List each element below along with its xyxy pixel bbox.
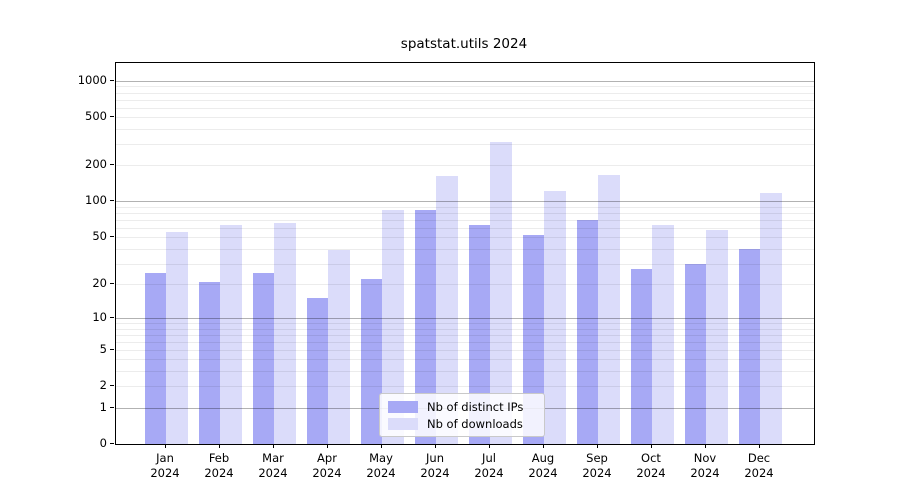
x-tick-label: May 2024 — [366, 451, 396, 480]
y-tick-mark — [110, 443, 114, 444]
y-tick-mark — [110, 385, 114, 387]
bar-distinct-ips — [198, 281, 220, 444]
y-tick-mark — [110, 236, 114, 238]
y-tick-label: 20 — [92, 276, 107, 291]
x-tick-mark — [435, 444, 436, 448]
legend-row-downloads: Nb of downloads — [388, 415, 536, 432]
bar-distinct-ips — [684, 263, 706, 444]
chart-title: spatstat.utils 2024 — [400, 36, 528, 52]
x-tick-label: Aug 2024 — [528, 451, 558, 480]
y-tick-label: 1 — [99, 399, 107, 414]
bar-downloads — [652, 225, 674, 444]
x-tick-mark — [165, 444, 166, 448]
y-tick-mark — [110, 406, 114, 408]
bar-distinct-ips — [144, 272, 166, 444]
legend-label-downloads: Nb of downloads — [427, 416, 523, 431]
x-tick-label: Oct 2024 — [636, 451, 666, 480]
y-tick-mark — [110, 79, 114, 81]
gridline-minor — [116, 129, 814, 131]
x-tick-mark — [327, 444, 328, 448]
x-tick-mark — [381, 444, 382, 448]
gridline-major — [116, 201, 814, 203]
legend-swatch-downloads — [388, 417, 418, 430]
bar-distinct-ips — [522, 235, 544, 444]
x-tick-label: Jan 2024 — [150, 451, 180, 480]
x-tick-label: Mar 2024 — [258, 451, 288, 480]
y-tick-label: 50 — [92, 229, 107, 244]
gridline-major — [116, 80, 814, 82]
bar-distinct-ips — [252, 272, 274, 444]
y-tick-mark — [110, 316, 114, 318]
gridline-minor — [116, 117, 814, 119]
x-tick-label: Sep 2024 — [582, 451, 612, 480]
y-tick-mark — [110, 200, 114, 202]
bar-distinct-ips — [576, 220, 598, 444]
bar-downloads — [706, 229, 728, 444]
y-tick-label: 100 — [85, 193, 107, 208]
bar-distinct-ips — [468, 225, 490, 444]
bar-distinct-ips — [414, 209, 436, 444]
bar-distinct-ips — [738, 248, 760, 444]
bar-distinct-ips — [306, 298, 328, 444]
bar-downloads — [382, 209, 404, 444]
gridline-minor — [116, 86, 814, 88]
bar-downloads — [436, 175, 458, 444]
plot-area: Nb of distinct IPs Nb of downloads — [115, 62, 815, 445]
bar-downloads — [598, 174, 620, 444]
x-tick-mark — [759, 444, 760, 448]
y-tick-label: 10 — [92, 309, 107, 324]
gridline-minor — [116, 206, 814, 208]
x-tick-mark — [651, 444, 652, 448]
legend-swatch-distinct-ips — [388, 400, 418, 413]
x-tick-mark — [219, 444, 220, 448]
x-tick-mark — [597, 444, 598, 448]
bar-downloads — [544, 191, 566, 444]
bar-distinct-ips — [360, 279, 382, 444]
x-tick-label: Jun 2024 — [420, 451, 450, 480]
x-tick-label: Dec 2024 — [744, 451, 774, 480]
legend-label-distinct-ips: Nb of distinct IPs — [427, 399, 524, 414]
x-tick-label: Nov 2024 — [690, 451, 720, 480]
gridline-minor — [116, 99, 814, 101]
bar-downloads — [274, 223, 296, 444]
y-tick-label: 200 — [85, 157, 107, 172]
gridline-minor — [116, 144, 814, 146]
x-tick-label: Apr 2024 — [312, 451, 342, 480]
x-tick-label: Feb 2024 — [204, 451, 234, 480]
gridline-minor — [116, 165, 814, 167]
x-tick-mark — [273, 444, 274, 448]
bar-downloads — [166, 231, 188, 444]
y-tick-mark — [110, 283, 114, 285]
gridline-minor — [116, 213, 814, 215]
gridline-minor — [116, 220, 814, 221]
y-tick-label: 5 — [99, 341, 107, 356]
y-tick-label: 2 — [99, 378, 107, 393]
x-tick-mark — [489, 444, 490, 448]
y-tick-label: 0 — [99, 436, 107, 450]
legend-row-distinct-ips: Nb of distinct IPs — [388, 398, 536, 415]
y-tick-mark — [110, 348, 114, 350]
y-tick-label: 1000 — [77, 72, 107, 87]
bar-downloads — [760, 193, 782, 444]
legend: Nb of distinct IPs Nb of downloads — [379, 393, 545, 437]
bar-distinct-ips — [630, 268, 652, 444]
y-tick-mark — [110, 164, 114, 166]
x-tick-mark — [705, 444, 706, 448]
x-tick-mark — [543, 444, 544, 448]
y-tick-label: 500 — [85, 109, 107, 124]
gridline-minor — [116, 107, 814, 109]
bar-downloads — [328, 250, 350, 444]
x-tick-label: Jul 2024 — [474, 451, 504, 480]
bar-downloads — [490, 142, 512, 444]
y-tick-mark — [110, 116, 114, 118]
bar-downloads — [220, 225, 242, 444]
gridline-minor — [116, 92, 814, 94]
